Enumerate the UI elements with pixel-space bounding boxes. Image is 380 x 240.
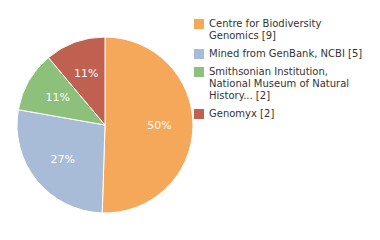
svg-text:11%: 11% (74, 67, 98, 80)
svg-text:50%: 50% (147, 119, 171, 132)
html-text:Smithsonian Institution,: Smithsonian Institution, (209, 66, 328, 77)
html-text:History... [2]: History... [2] (209, 90, 270, 101)
html-text:Genomics [9]: Genomics [9] (209, 30, 276, 41)
html-text:Centre for Biodiversity: Centre for Biodiversity (209, 18, 322, 29)
html-text:Genomyx [2]: Genomyx [2] (209, 108, 275, 119)
svg-text:11%: 11% (46, 91, 70, 104)
html-text:National Museum of Natural: National Museum of Natural (209, 78, 350, 89)
svg-text:27%: 27% (50, 153, 74, 166)
html-text:Mined from GenBank, NCBI [5]: Mined from GenBank, NCBI [5] (209, 48, 363, 59)
